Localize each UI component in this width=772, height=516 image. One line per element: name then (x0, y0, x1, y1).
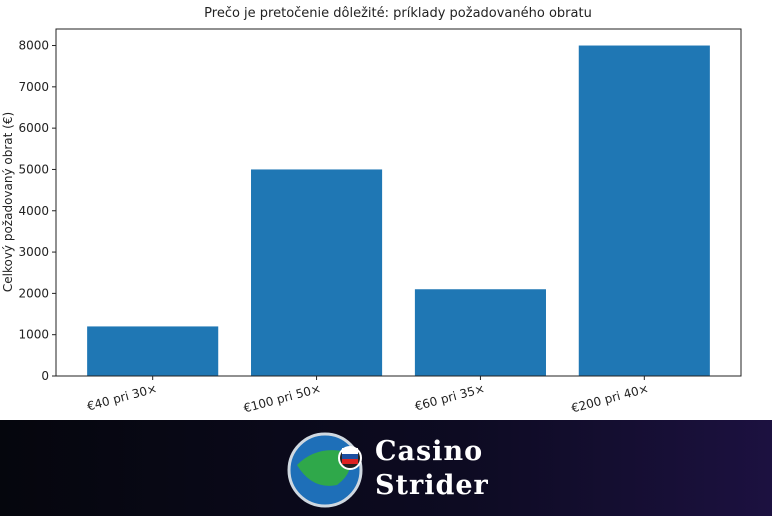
plot-frame (55, 28, 742, 377)
y-tick-label: 8000 (18, 39, 49, 53)
x-tick-label: €200 pri 40× (570, 381, 650, 415)
y-tick-label: 0 (41, 369, 49, 383)
bar (578, 45, 710, 377)
bar (414, 289, 546, 376)
chart: Prečo je pretočenie dôležité: príklady p… (1, 6, 742, 415)
brand-line: Casino (375, 436, 484, 467)
y-tick-label: 5000 (18, 162, 49, 176)
y-tick-label: 4000 (18, 204, 49, 218)
y-tick-label: 6000 (18, 121, 49, 135)
y-axis-label: Celkový požadovaný obrat (€) (1, 112, 15, 292)
y-tick-label: 3000 (18, 245, 49, 259)
y-tick-label: 7000 (18, 80, 49, 94)
x-tick-label: €40 pri 30× (86, 381, 159, 413)
brand-line: Strider (375, 470, 489, 501)
chart-title: Prečo je pretočenie dôležité: príklady p… (204, 6, 592, 21)
y-tick-label: 1000 (18, 328, 49, 342)
bar (251, 169, 383, 376)
x-tick-label: €100 pri 50× (242, 381, 322, 415)
footer: Casino Strider (0, 420, 772, 516)
y-tick-label: 2000 (18, 286, 49, 300)
x-tick-label: €60 pri 35× (413, 381, 486, 413)
bar (87, 326, 219, 376)
logo (287, 432, 363, 508)
